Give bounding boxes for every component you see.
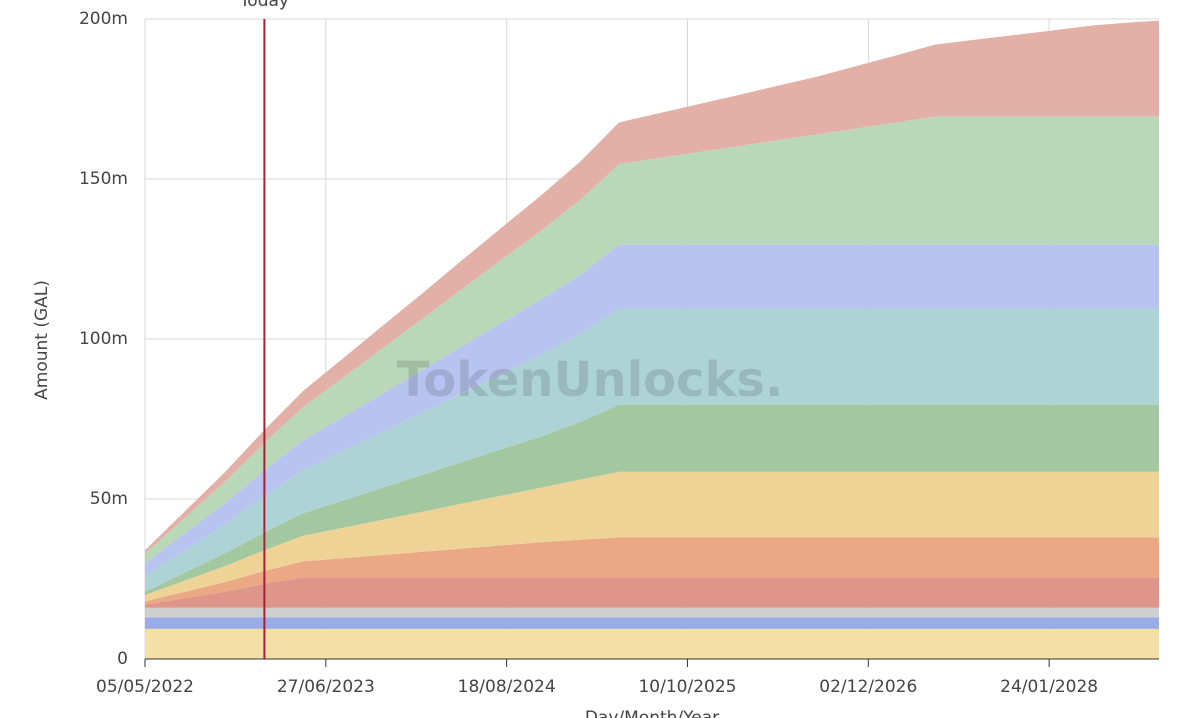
x-axis-label: Day/Month/Year — [585, 708, 719, 718]
y-tick-label: 150m — [79, 169, 128, 189]
x-tick-label: 18/08/2024 — [458, 677, 556, 697]
area — [145, 471, 1159, 602]
x-tick-label: 24/01/2028 — [1000, 677, 1098, 697]
area — [145, 20, 1159, 554]
y-axis-label: Amount (GAL) — [32, 280, 52, 400]
x-tick-label: 02/12/2026 — [819, 677, 917, 697]
area — [145, 244, 1159, 576]
y-tick-label: 0 — [117, 649, 128, 669]
x-tick-label: 27/06/2023 — [277, 677, 375, 697]
watermark: TokenUnlocks. — [397, 352, 783, 408]
area — [145, 116, 1159, 563]
area — [145, 617, 1159, 629]
x-tick-label: 10/10/2025 — [638, 677, 736, 697]
y-tick-label: 100m — [79, 329, 128, 349]
area — [145, 308, 1159, 592]
y-tick-label: 50m — [90, 489, 128, 509]
area — [145, 607, 1159, 618]
today-label: Today — [239, 0, 289, 11]
area — [145, 404, 1159, 595]
y-tick-label: 200m — [79, 9, 128, 29]
area — [145, 537, 1159, 605]
areas — [144, 18, 1159, 660]
area — [145, 628, 1159, 659]
x-tick-label: 05/05/2022 — [96, 677, 194, 697]
area — [145, 577, 1159, 608]
